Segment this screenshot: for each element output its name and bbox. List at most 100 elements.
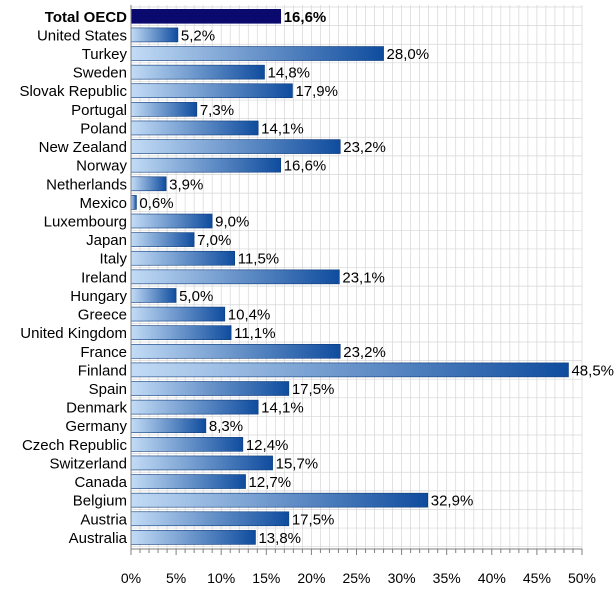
value-label: 15,7% [276, 455, 319, 472]
bar-slovak-republic [130, 83, 293, 99]
bar-spain [130, 381, 290, 396]
x-tick-label: 15% [252, 570, 280, 586]
category-label: Portugal [71, 102, 127, 119]
bar-austria [130, 511, 290, 527]
category-label: Total OECD [45, 9, 127, 26]
category-labels: Total OECD 16,6% United States 5,2% Turkey 28… [19, 9, 614, 547]
value-label: 14,1% [261, 400, 304, 417]
bar-united-kingdom [130, 325, 232, 340]
x-axis: 0% 5% 10% 15% 20% 25% 30% 35% 40% 45% 50% [121, 5, 596, 586]
value-label: 14,8% [267, 65, 310, 82]
value-label: 23,2% [343, 344, 386, 361]
value-label: 14,1% [261, 120, 304, 137]
value-label: 11,1% [234, 325, 275, 342]
category-label: Austria [80, 511, 127, 528]
bar-luxembourg [130, 213, 213, 229]
bar-denmark [130, 399, 259, 415]
category-label: United Kingdom [20, 325, 127, 342]
value-label: 7,0% [197, 232, 231, 249]
bar-finland [130, 362, 569, 378]
category-label: Switzerland [49, 455, 127, 472]
bar-japan [130, 232, 195, 247]
value-label: 28,0% [387, 46, 430, 63]
category-label: Ireland [81, 269, 127, 286]
category-label: Denmark [66, 400, 127, 417]
bar-germany [130, 418, 207, 434]
value-label: 12,7% [249, 474, 292, 491]
x-tick-label: 45% [523, 570, 551, 586]
value-label: 48,5% [571, 362, 614, 379]
x-tick-label: 25% [342, 570, 370, 586]
x-tick-label: 30% [388, 570, 416, 586]
bar-turkey [130, 46, 384, 61]
value-label: 11,5% [238, 251, 279, 268]
value-label: 5,0% [179, 288, 213, 305]
bar-mexico [130, 195, 137, 210]
x-tick-label: 35% [433, 570, 461, 586]
value-label: 0,6% [139, 195, 173, 212]
value-label: 16,6% [284, 158, 327, 175]
bar-new-zealand [130, 139, 341, 154]
bar-italy [130, 250, 236, 266]
bar-sweden [130, 64, 265, 80]
value-label: 3,9% [169, 176, 203, 193]
category-label: France [80, 344, 127, 361]
value-label: 23,1% [342, 269, 385, 286]
bar-norway [130, 157, 282, 173]
bar-canada [130, 474, 246, 489]
x-tick-label: 40% [478, 570, 506, 586]
category-label: Turkey [82, 46, 128, 63]
bar-australia [130, 530, 256, 545]
value-label: 8,3% [209, 418, 243, 435]
category-label: Greece [78, 307, 127, 324]
category-label: Spain [89, 381, 127, 398]
category-label: Mexico [79, 195, 127, 212]
value-label: 23,2% [343, 139, 386, 156]
category-label: Germany [65, 418, 127, 435]
value-label: 16,6% [284, 9, 327, 26]
x-tick-label: 50% [568, 570, 596, 586]
category-label: Luxembourg [44, 214, 127, 231]
value-label: 17,5% [292, 381, 335, 398]
bar-switzerland [130, 455, 273, 471]
bar-czech-republic [130, 437, 244, 452]
bar-united-states [130, 27, 179, 43]
bar-poland [130, 120, 259, 136]
category-label: United States [37, 27, 127, 44]
category-label: Hungary [70, 288, 127, 305]
bar-france [130, 343, 341, 359]
category-label: Canada [74, 474, 127, 491]
value-label: 5,2% [181, 27, 215, 44]
x-tick-label: 0% [121, 570, 141, 586]
bar-ireland [130, 269, 340, 285]
x-tick-label: 10% [207, 570, 235, 586]
category-label: Slovak Republic [19, 83, 127, 100]
bar-total-oecd [130, 9, 282, 24]
category-label: Italy [99, 251, 127, 268]
value-label: 32,9% [431, 493, 474, 510]
bar-hungary [130, 288, 177, 303]
value-label: 17,9% [295, 83, 338, 100]
category-label: Norway [76, 158, 127, 175]
value-label: 12,4% [246, 437, 289, 454]
value-label: 13,8% [258, 530, 301, 547]
category-label: Poland [80, 120, 127, 137]
bar-belgium [130, 492, 429, 508]
category-label: New Zealand [39, 139, 127, 156]
bar-greece [130, 306, 226, 322]
bar-portugal [130, 102, 198, 117]
bar-netherlands [130, 176, 167, 192]
x-tick-label: 5% [166, 570, 186, 586]
category-label: Sweden [73, 65, 127, 82]
bars [130, 9, 569, 545]
category-label: Australia [69, 530, 128, 547]
value-label: 7,3% [200, 102, 234, 119]
value-label: 17,5% [292, 511, 335, 528]
category-label: Belgium [73, 493, 127, 510]
category-label: Czech Republic [22, 437, 128, 454]
value-label: 9,0% [215, 214, 249, 231]
category-label: Finland [78, 362, 127, 379]
category-label: Netherlands [46, 176, 127, 193]
